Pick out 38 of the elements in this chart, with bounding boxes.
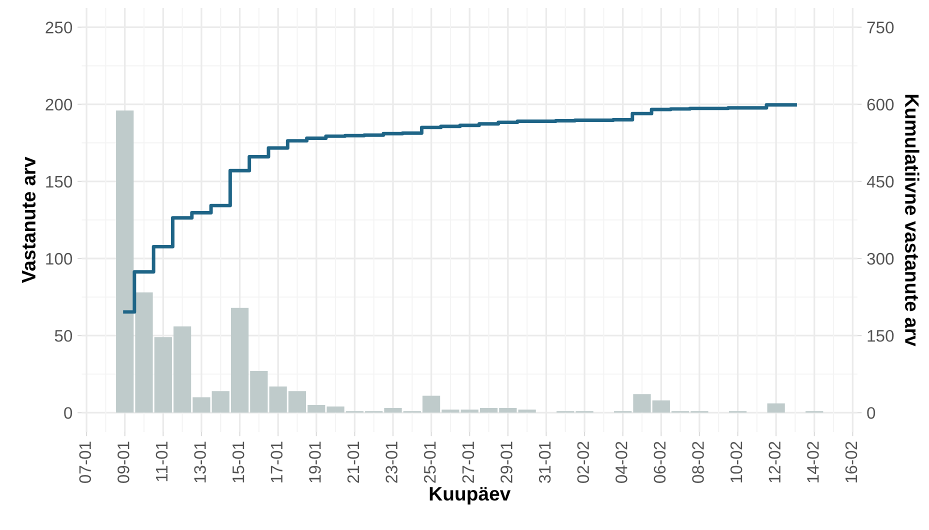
- y2-tick-label: 600: [867, 98, 894, 111]
- y-tick-label: 100: [46, 252, 72, 265]
- x-tick-label: 29-01: [500, 442, 512, 483]
- y2-tick-label: 750: [867, 22, 894, 34]
- x-tick-label: 16-02: [845, 442, 858, 482]
- x-tick-label: 25-01: [424, 442, 436, 483]
- bar: [518, 410, 536, 413]
- y-tick-label: 50: [54, 330, 72, 342]
- x-tick-label: 23-01: [386, 442, 398, 483]
- x-tick-label: 09-01: [118, 442, 130, 483]
- y-tick-label: 150: [46, 176, 72, 188]
- x-tick-label: 21-01: [347, 442, 360, 483]
- x-tick-label: 15-01: [232, 442, 244, 482]
- x-tick-label: 17-01: [270, 442, 283, 482]
- y-tick-label: 0: [64, 407, 72, 419]
- x-tick-label: 08-02: [692, 442, 704, 483]
- x-tick-label: 14-02: [807, 442, 819, 482]
- y-tick-label: 200: [46, 98, 72, 111]
- y2-tick-label: 150: [868, 330, 894, 342]
- x-tick-label: 04-02: [616, 442, 628, 483]
- y-tick-label: 250: [46, 22, 72, 34]
- y2-axis-title: Kumulatiivne vastanute arv: [905, 94, 920, 346]
- x-tick-label: 27-01: [462, 442, 474, 483]
- x-tick-label: 12-02: [768, 442, 781, 482]
- x-tick-label: 13-01: [194, 442, 206, 482]
- x-tick-label: 31-01: [538, 442, 551, 483]
- bar: [767, 403, 785, 413]
- x-tick-label: 02-02: [577, 442, 590, 483]
- y2-tick-label: 0: [867, 407, 876, 419]
- y2-tick-label: 450: [866, 176, 894, 188]
- x-tick-label: 07-01: [79, 442, 92, 483]
- x-tick-label: 10-02: [730, 442, 742, 482]
- x-tick-label: 11-01: [156, 442, 168, 482]
- y-axis-title: Vastanute arv: [22, 156, 36, 284]
- y2-tick-label: 300: [867, 252, 894, 265]
- x-tick-label: 06-02: [654, 442, 666, 483]
- x-tick-label: 19-01: [309, 442, 321, 482]
- x-axis-title: Kuupäev: [430, 487, 511, 505]
